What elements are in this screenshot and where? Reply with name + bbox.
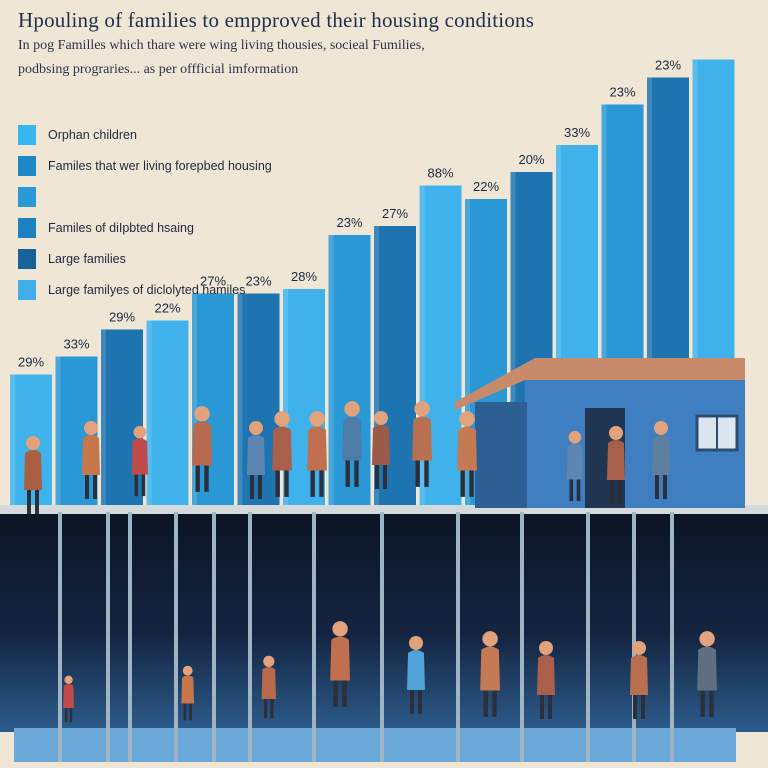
person-figure xyxy=(245,420,267,505)
bar-highlight xyxy=(192,293,197,505)
person-figure xyxy=(535,640,557,725)
bar-highlight xyxy=(283,289,288,505)
support-post xyxy=(380,512,384,762)
person-figure xyxy=(130,425,150,502)
bar-data-label: 33% xyxy=(564,125,590,140)
person-figure xyxy=(650,420,672,505)
bar-highlight xyxy=(510,172,516,505)
bar-data-label: 22% xyxy=(473,179,499,194)
legend-label: Large families xyxy=(48,252,126,266)
support-post xyxy=(670,512,674,762)
bar-data-label: 88% xyxy=(427,166,453,181)
person-figure xyxy=(190,405,214,498)
person-figure xyxy=(478,630,502,723)
legend-swatch xyxy=(18,280,36,300)
person-figure xyxy=(270,410,294,503)
legend-label: Familes of diIpbted hsaing xyxy=(48,221,194,235)
bar-highlight xyxy=(237,293,243,505)
support-post xyxy=(212,512,216,762)
support-post xyxy=(248,512,252,762)
bar-highlight xyxy=(601,104,607,505)
chart-subtitle-line-1: In pog Familles which thare were wing li… xyxy=(18,38,425,53)
person-figure xyxy=(22,435,44,520)
legend-swatch xyxy=(18,187,36,207)
legend-swatch xyxy=(18,156,36,176)
bar-highlight xyxy=(374,226,379,505)
bar-highlight xyxy=(419,185,425,505)
person-figure xyxy=(405,635,427,720)
person-figure xyxy=(605,425,627,510)
person-figure xyxy=(410,400,434,493)
support-post xyxy=(128,512,132,762)
bar-data-label: 29% xyxy=(18,355,44,370)
house-illustration xyxy=(455,358,745,508)
legend-swatch xyxy=(18,249,36,269)
person-figure xyxy=(565,430,585,507)
legend-label: Large familyes of diclolyted hamiles xyxy=(48,283,246,297)
chart-title: Hpouling of families to empproved their … xyxy=(18,8,535,32)
bar-highlight xyxy=(647,77,652,505)
support-post xyxy=(312,512,316,762)
bar-data-label: 23% xyxy=(609,85,635,100)
person-figure xyxy=(455,410,479,503)
bar-data-label: 23% xyxy=(655,58,681,73)
person-figure xyxy=(628,640,650,725)
chart-subtitle-line-2: podbsing prograries... as per offficial … xyxy=(18,62,299,77)
support-post xyxy=(520,512,524,762)
bar-highlight xyxy=(465,199,470,505)
bar-data-label: 27% xyxy=(200,274,226,289)
bar-highlight xyxy=(10,374,15,505)
bar-data-label: 23% xyxy=(245,274,271,289)
person-figure xyxy=(370,410,392,495)
bar-highlight xyxy=(55,356,61,505)
bar-data-label: 20% xyxy=(518,152,544,167)
bar-data-label: 29% xyxy=(109,310,135,325)
bar-data-label: 27% xyxy=(382,206,408,221)
person-figure xyxy=(340,400,364,493)
ground-line xyxy=(0,505,768,514)
support-post xyxy=(456,512,460,762)
legend-swatch xyxy=(18,125,36,145)
person-figure xyxy=(695,630,719,723)
person-figure xyxy=(260,655,278,724)
legend-swatch xyxy=(18,218,36,238)
person-figure xyxy=(180,665,195,726)
bar-highlight xyxy=(101,329,106,505)
bar-highlight xyxy=(328,235,334,505)
bar-data-label: 28% xyxy=(291,269,317,284)
basement-scene xyxy=(0,512,768,732)
bar xyxy=(146,320,189,505)
support-post xyxy=(58,512,62,762)
bar-data-label: 22% xyxy=(154,301,180,316)
bar-data-label: 23% xyxy=(336,215,362,230)
bar-highlight xyxy=(146,320,152,505)
legend-label: Familes that wer living forepbed housing xyxy=(48,159,272,173)
legend-label: Orphan children xyxy=(48,128,137,142)
basement-floor xyxy=(14,728,736,762)
person-figure xyxy=(80,420,102,505)
person-figure xyxy=(305,410,329,503)
support-post xyxy=(174,512,178,762)
bar-data-label: 33% xyxy=(63,337,89,352)
bar-highlight xyxy=(692,59,698,505)
bar-highlight xyxy=(556,145,561,505)
person-figure xyxy=(328,620,352,713)
person-figure xyxy=(62,675,75,728)
support-post xyxy=(106,512,110,762)
support-post xyxy=(586,512,590,762)
support-post xyxy=(632,512,636,762)
